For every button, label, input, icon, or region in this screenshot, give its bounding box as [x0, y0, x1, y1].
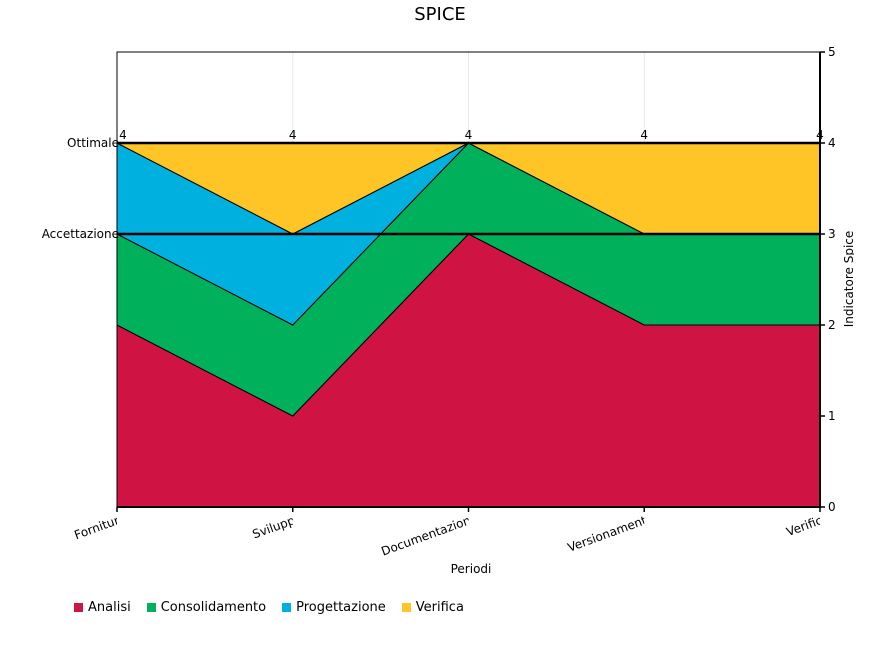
y-axis-label: Indicatore Spice	[842, 231, 856, 328]
y-tick-label: 1	[828, 409, 836, 423]
legend-item-analisi: Analisi	[74, 600, 131, 615]
chart-title: SPICE	[414, 4, 466, 25]
total-label: 4	[816, 128, 824, 142]
legend-item-progettazione: Progettazione	[282, 600, 386, 615]
reference-label-accettazione: Accettazione	[42, 227, 119, 241]
reference-label-ottimale: Ottimale	[67, 136, 119, 150]
legend-label: Consolidamento	[160, 600, 267, 615]
legend-swatch	[401, 603, 411, 612]
legend-swatch	[282, 603, 292, 612]
total-label: 4	[289, 128, 297, 142]
y-tick-label: 4	[828, 136, 836, 150]
y-tick-label: 0	[828, 500, 836, 514]
total-label: 4	[119, 128, 127, 142]
x-tick-label: Fornitura	[72, 511, 128, 543]
x-tick-label: Sviluppo	[251, 511, 304, 542]
legend-swatch	[74, 603, 83, 612]
y-tick-label: 5	[828, 45, 836, 59]
x-tick-label: Verifica	[784, 511, 831, 539]
legend-item-verifica: Verifica	[401, 600, 464, 615]
total-label: 4	[465, 128, 473, 142]
x-tick-label: Documentazione	[379, 511, 479, 559]
legend: Analisi Consolidamento Progettazione Verifi…	[74, 600, 464, 615]
legend-label: Analisi	[88, 600, 131, 615]
legend-item-consolidamento: Consolidamento	[146, 600, 267, 615]
x-axis-label: Periodi	[451, 562, 492, 576]
total-label: 4	[640, 128, 648, 142]
legend-label: Progettazione	[296, 600, 386, 615]
y-tick-label: 2	[828, 318, 836, 332]
x-tick-label: Versionamento	[566, 511, 656, 555]
legend-label: Verifica	[415, 600, 464, 615]
legend-swatch	[146, 603, 156, 612]
y-tick-label: 3	[828, 227, 836, 241]
